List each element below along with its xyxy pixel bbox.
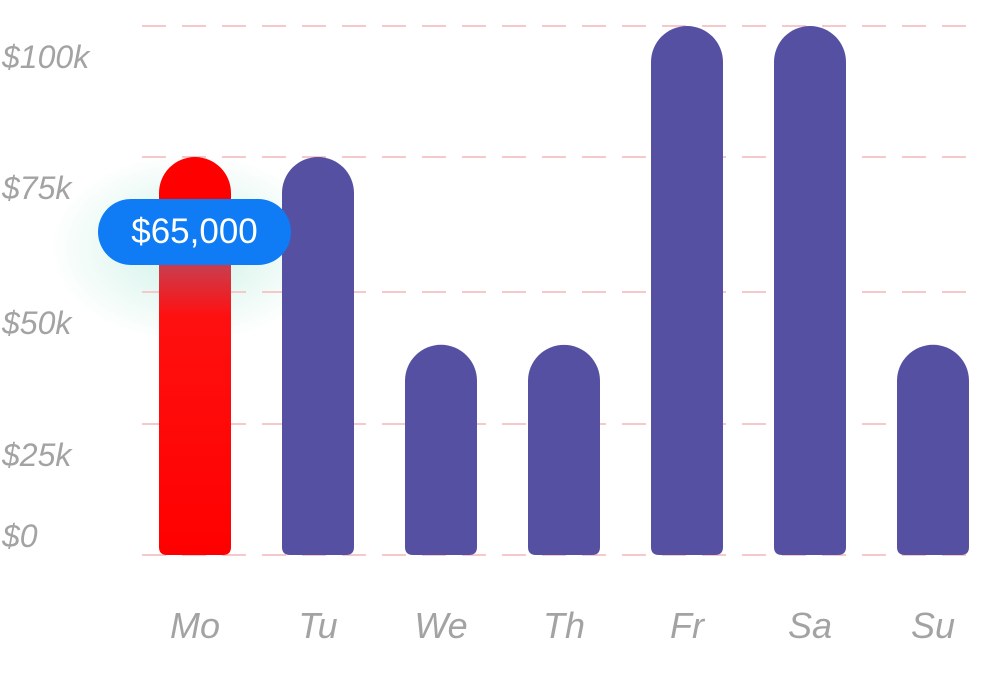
bar[interactable] [282,157,354,556]
bar[interactable] [405,344,477,555]
value-tooltip: $65,000 [98,199,291,265]
bars [159,26,969,556]
bar[interactable] [528,344,600,555]
bar[interactable] [774,26,846,555]
y-tick-label: $25k [1,437,73,473]
y-tick-label: $100k [1,39,91,75]
y-tick-label: $0 [1,518,38,554]
x-category-label: Sa [788,605,832,646]
y-tick-label: $50k [1,305,73,341]
y-axis-ticks: $0 $25k $50k $75k $100k [1,39,91,554]
x-category-label: Tu [298,605,337,646]
x-category-label: We [414,605,467,646]
bar[interactable] [897,344,969,555]
x-category-label: Fr [670,605,706,646]
x-axis-labels: Mo Tu We Th Fr Sa Su [170,605,955,646]
x-category-label: Mo [170,605,220,646]
bar[interactable] [651,26,723,555]
y-tick-label: $75k [1,170,73,206]
x-category-label: Th [543,605,585,646]
x-category-label: Su [911,605,955,646]
